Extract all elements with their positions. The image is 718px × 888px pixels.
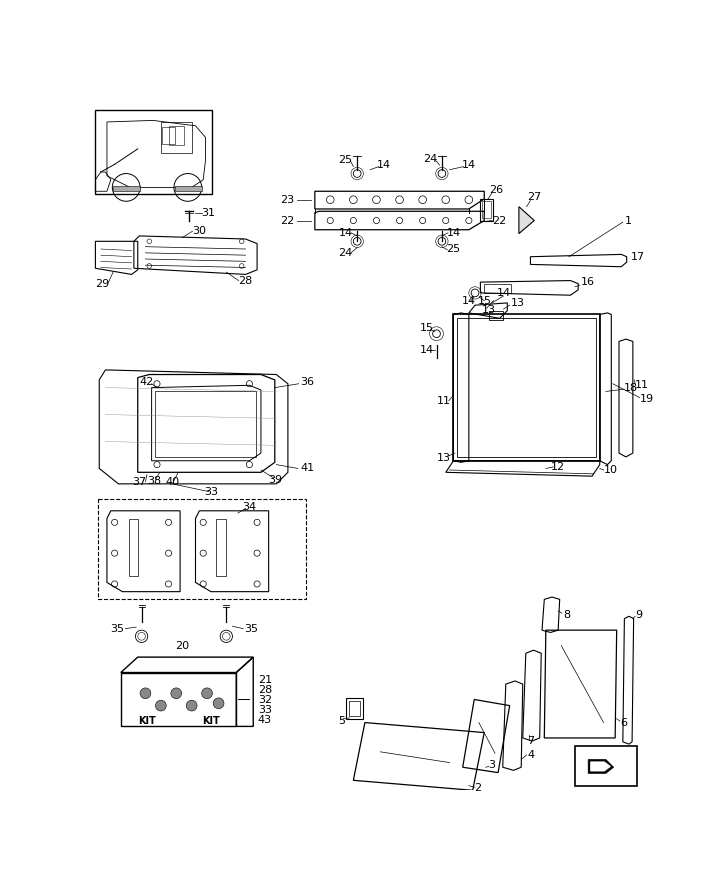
Text: 17: 17 <box>630 251 645 262</box>
Text: 14: 14 <box>377 160 391 170</box>
Polygon shape <box>174 186 202 191</box>
Text: 32: 32 <box>258 695 272 705</box>
Text: 26: 26 <box>489 185 503 194</box>
Text: 21: 21 <box>258 675 272 686</box>
Text: 25: 25 <box>339 155 353 165</box>
Text: 14: 14 <box>447 228 460 238</box>
Bar <box>489 311 503 320</box>
Text: 22: 22 <box>493 216 507 226</box>
Circle shape <box>202 688 213 699</box>
Bar <box>345 698 363 719</box>
Text: 15: 15 <box>478 297 492 306</box>
Text: 14: 14 <box>462 160 476 170</box>
Text: 11: 11 <box>635 380 649 391</box>
Bar <box>98 499 306 599</box>
Text: 10: 10 <box>604 465 617 475</box>
Text: 35: 35 <box>244 623 258 634</box>
Text: 4: 4 <box>527 749 534 760</box>
Text: 14: 14 <box>496 288 510 297</box>
Text: 18: 18 <box>623 383 638 392</box>
Text: 38: 38 <box>148 476 162 486</box>
Bar <box>216 519 225 576</box>
Text: 22: 22 <box>280 216 294 226</box>
Text: 11: 11 <box>437 396 451 406</box>
Circle shape <box>213 698 224 709</box>
Polygon shape <box>519 207 534 234</box>
Text: 33: 33 <box>204 487 218 496</box>
Text: 28: 28 <box>258 686 272 695</box>
Circle shape <box>186 701 197 711</box>
Circle shape <box>156 701 167 711</box>
Bar <box>162 127 174 144</box>
Text: 20: 20 <box>175 640 190 651</box>
Text: 15: 15 <box>420 323 434 333</box>
Bar <box>129 519 138 576</box>
Text: 28: 28 <box>238 275 253 286</box>
Text: 39: 39 <box>268 475 282 485</box>
Text: 1: 1 <box>625 216 632 226</box>
Text: 41: 41 <box>300 464 314 473</box>
Text: KIT: KIT <box>202 716 220 726</box>
Text: 14: 14 <box>339 228 353 238</box>
Text: 6: 6 <box>620 718 627 727</box>
Polygon shape <box>113 186 140 191</box>
Text: 5: 5 <box>338 716 345 726</box>
Text: 30: 30 <box>192 226 206 236</box>
Circle shape <box>171 688 182 699</box>
Text: 13: 13 <box>482 305 496 315</box>
Polygon shape <box>590 762 610 771</box>
Text: 31: 31 <box>202 208 215 218</box>
Text: 24: 24 <box>338 248 353 258</box>
Text: 14: 14 <box>420 345 434 355</box>
Text: 12: 12 <box>550 462 564 472</box>
Bar <box>482 202 491 218</box>
Bar <box>480 199 493 220</box>
Text: 27: 27 <box>527 193 541 202</box>
Text: 13: 13 <box>437 453 451 463</box>
Text: 37: 37 <box>132 477 146 487</box>
Bar <box>169 126 184 145</box>
Text: 25: 25 <box>447 244 460 254</box>
Text: 35: 35 <box>110 623 124 634</box>
Text: 14: 14 <box>462 297 476 306</box>
Text: 7: 7 <box>527 736 534 746</box>
Bar <box>349 701 360 717</box>
Bar <box>457 318 596 457</box>
Text: 3: 3 <box>488 760 495 770</box>
Text: 34: 34 <box>243 502 256 512</box>
Text: 24: 24 <box>423 154 437 164</box>
Text: 19: 19 <box>640 394 654 404</box>
Bar <box>156 392 256 457</box>
Text: 42: 42 <box>140 377 154 387</box>
Text: 40: 40 <box>165 478 180 488</box>
Bar <box>575 746 637 786</box>
Circle shape <box>140 688 151 699</box>
Text: 43: 43 <box>258 715 272 725</box>
Polygon shape <box>588 759 614 773</box>
Text: 36: 36 <box>300 377 314 387</box>
Text: 2: 2 <box>475 783 482 793</box>
Text: KIT: KIT <box>138 716 156 726</box>
Text: 16: 16 <box>582 277 595 287</box>
Text: 8: 8 <box>563 610 570 620</box>
Text: 23: 23 <box>280 194 294 205</box>
Text: 9: 9 <box>635 610 643 620</box>
Bar <box>95 109 212 194</box>
Text: 13: 13 <box>511 297 525 308</box>
Text: 33: 33 <box>258 705 272 715</box>
Text: 29: 29 <box>95 279 109 289</box>
Bar <box>484 283 511 293</box>
